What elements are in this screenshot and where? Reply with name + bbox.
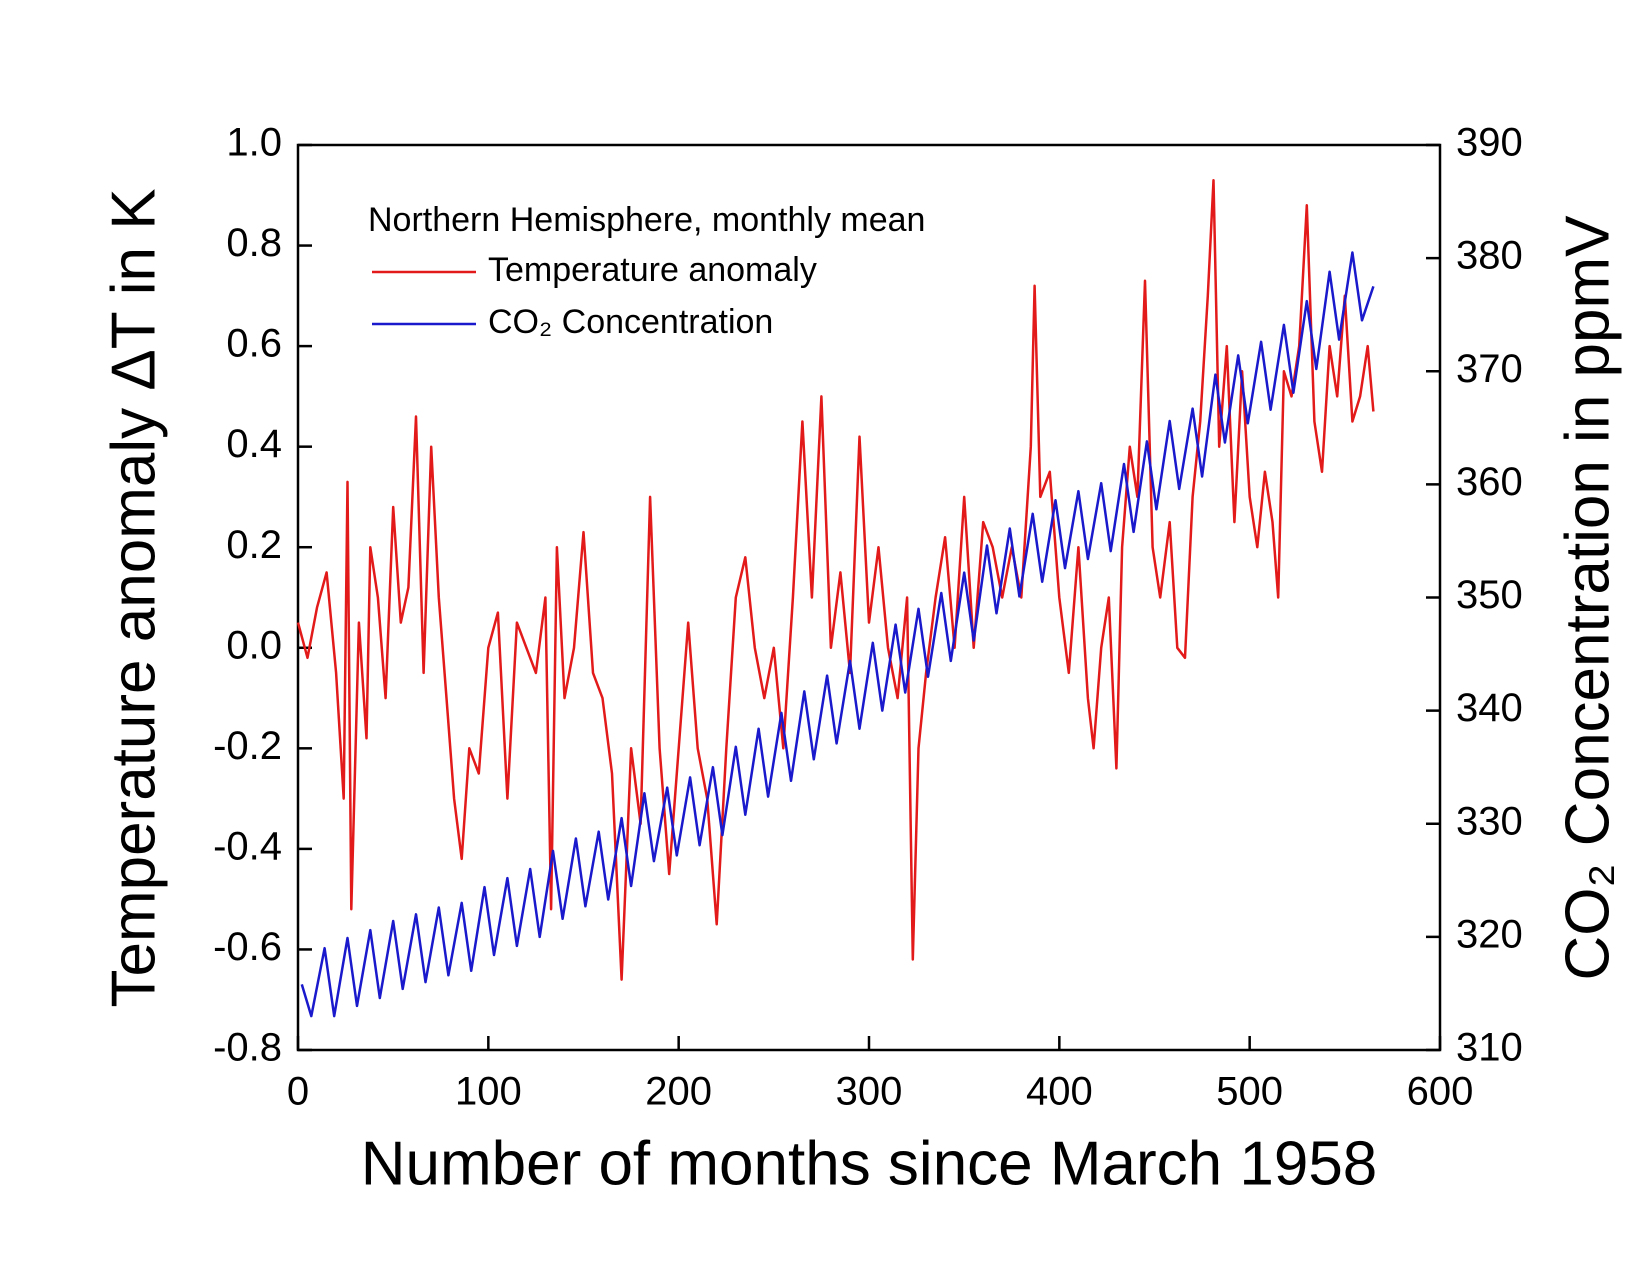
plot-frame xyxy=(296,143,1442,1052)
y-tick-label: -0.2 xyxy=(213,724,282,768)
y-tick-label: 0.2 xyxy=(226,523,282,567)
y2-tick-label: 380 xyxy=(1456,234,1523,278)
y2-tick-label: 320 xyxy=(1456,912,1523,956)
legend-label: Temperature anomaly xyxy=(488,251,817,289)
legend-title: Northern Hemisphere, monthly mean xyxy=(368,201,925,239)
x-tick-label: 300 xyxy=(836,1070,903,1114)
y-tick-label: -0.6 xyxy=(213,925,282,969)
x-tick-label: 200 xyxy=(645,1070,712,1114)
data-line xyxy=(296,178,1375,981)
y-tick-label: 0.0 xyxy=(226,623,282,667)
y2-tick-label: 330 xyxy=(1456,799,1523,843)
legend-label: CO₂ Concentration xyxy=(488,303,773,341)
x-tick-label: 0 xyxy=(287,1070,309,1114)
y-tick-label: -0.8 xyxy=(213,1026,282,1070)
y-tick-label: 1.0 xyxy=(226,121,282,165)
x-tick-label: 100 xyxy=(455,1070,522,1114)
x-tick-label: 600 xyxy=(1407,1070,1474,1114)
y2-tick-label: 350 xyxy=(1456,573,1523,617)
x-axis-title: Number of months since March 1958 xyxy=(361,1129,1378,1198)
y2-tick-label: 370 xyxy=(1456,347,1523,391)
x-tick-label: 500 xyxy=(1216,1070,1283,1114)
y2-tick-label: 340 xyxy=(1456,686,1523,730)
y-tick-label: 0.4 xyxy=(226,422,282,466)
y2-tick-label: 360 xyxy=(1456,460,1523,504)
data-line xyxy=(300,251,1375,1018)
x-tick-label: 400 xyxy=(1026,1070,1093,1114)
y2-tick-label: 390 xyxy=(1456,121,1523,165)
y2-axis-title: CO₂ Concentration in ppmV xyxy=(1553,215,1622,981)
y2-tick-label: 310 xyxy=(1456,1026,1523,1070)
y-tick-label: -0.4 xyxy=(213,824,282,868)
y-tick-label: 0.8 xyxy=(226,221,282,265)
y-tick-label: 0.6 xyxy=(226,322,282,366)
y-axis-title: Temperature anomaly ΔT in K xyxy=(99,188,168,1007)
